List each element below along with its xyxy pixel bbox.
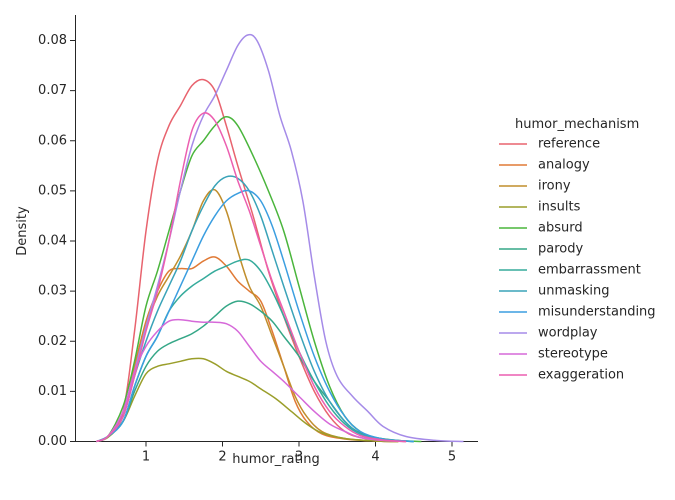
legend-label: embarrassment: [538, 263, 641, 278]
legend-label: misunderstanding: [538, 305, 656, 320]
x-tick-label: 5: [448, 449, 456, 464]
y-tick-label: 0.06: [38, 133, 67, 148]
legend-label: absurd: [538, 221, 583, 236]
y-tick-label: 0.02: [38, 334, 67, 349]
density-curves: [95, 33, 464, 443]
y-tick-label: 0.05: [38, 183, 67, 198]
series-line-parody: [95, 300, 414, 443]
y-ticks: 0.00 0.01 0.02 0.03 0.04 0.05 0.06 0.07 0.08: [38, 33, 75, 449]
y-tick-label: 0.04: [38, 234, 67, 249]
legend-title: humor_mechanism: [515, 117, 639, 132]
series-line-exaggeration: [95, 112, 407, 443]
series-line-irony: [95, 188, 399, 443]
legend-label: insults: [538, 200, 581, 215]
x-axis-label: humor_rating: [232, 452, 319, 467]
y-tick-label: 0.00: [38, 434, 67, 449]
axes: [75, 15, 478, 442]
y-tick-label: 0.01: [38, 384, 67, 399]
series-line-misunderstanding: [95, 189, 414, 443]
legend-label: irony: [538, 179, 571, 194]
legend-label: exaggeration: [538, 368, 624, 383]
x-ticks: 1 2 3 4 5: [142, 441, 456, 464]
series-line-unmasking: [95, 175, 414, 443]
legend-label: reference: [538, 137, 600, 152]
series-line-absurd: [95, 115, 422, 443]
y-axis-label: Density: [15, 206, 30, 256]
legend-label: stereotype: [538, 347, 608, 362]
y-tick-label: 0.07: [38, 83, 67, 98]
legend-label: unmasking: [538, 284, 610, 299]
x-tick-label: 3: [295, 449, 303, 464]
series-line-wordplay: [95, 33, 464, 443]
legend-label: wordplay: [538, 326, 598, 341]
legend: humor_mechanism reference analogy irony ins…: [499, 117, 656, 383]
y-tick-label: 0.08: [38, 33, 67, 48]
series-line-insults: [96, 357, 399, 443]
x-tick-label: 4: [371, 449, 379, 464]
x-tick-label: 2: [218, 449, 226, 464]
x-tick-label: 1: [142, 449, 150, 464]
legend-label: analogy: [538, 158, 590, 173]
series-line-stereotype: [95, 318, 407, 443]
legend-label: parody: [538, 242, 583, 257]
series-line-reference: [95, 78, 407, 443]
y-tick-label: 0.03: [38, 284, 67, 299]
